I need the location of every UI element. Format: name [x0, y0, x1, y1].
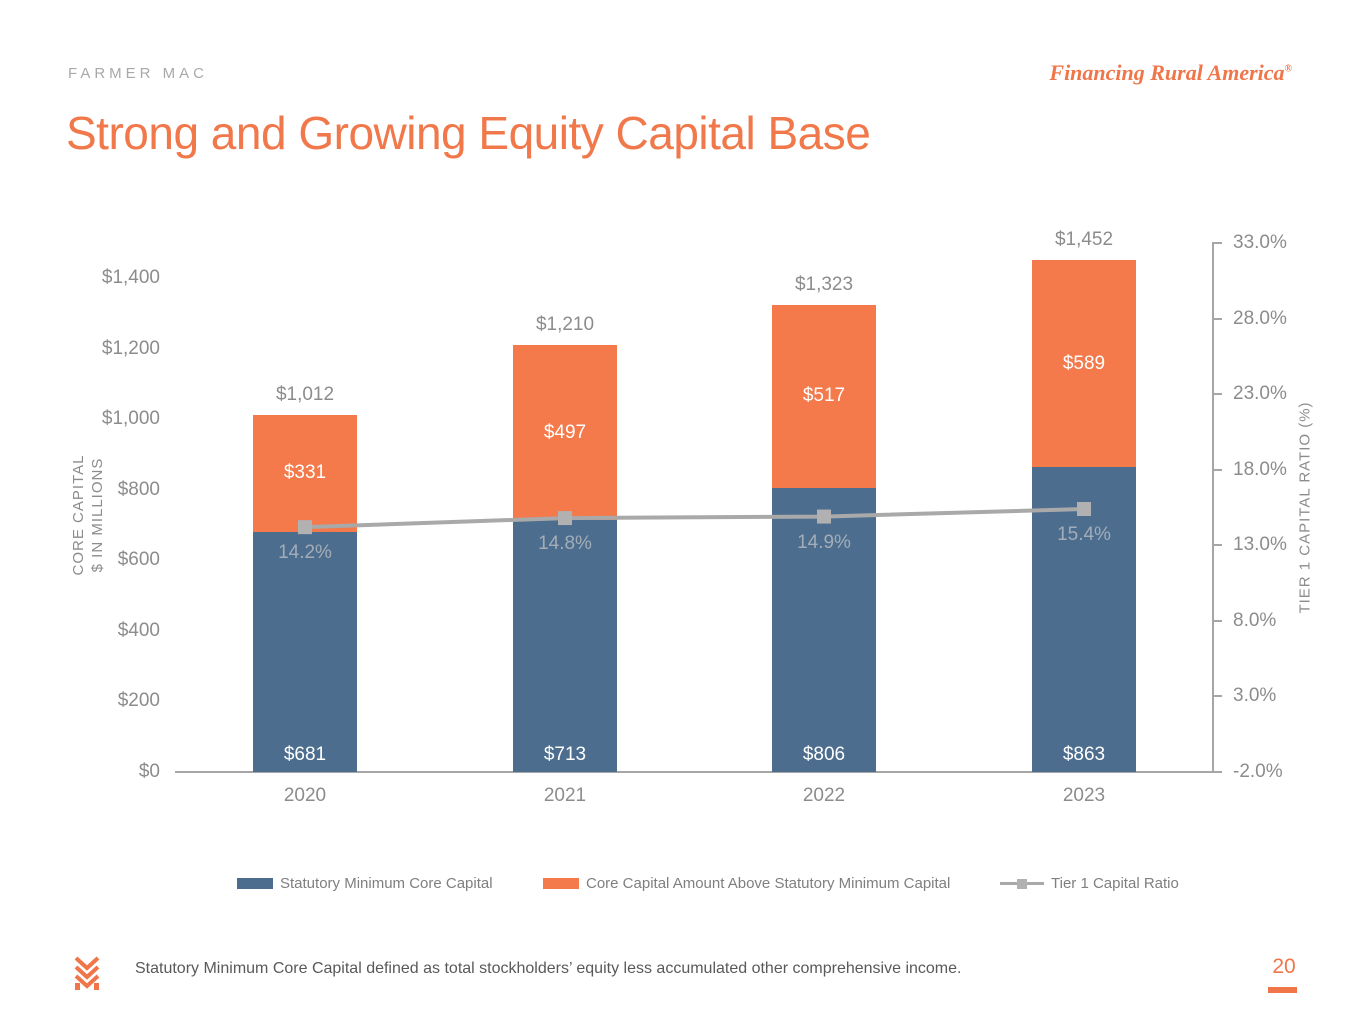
- page-title: Strong and Growing Equity Capital Base: [66, 107, 871, 159]
- right-axis-tick: [1212, 393, 1222, 396]
- right-axis-title: TIER 1 CAPITAL RATIO (%): [1296, 401, 1314, 614]
- registered-mark: ®: [1284, 63, 1292, 75]
- page-number-underline: [1268, 987, 1297, 993]
- ratio-value-label: 14.2%: [278, 542, 332, 564]
- left-axis-tick-label: $400: [117, 619, 160, 641]
- left-axis-tick-label: $0: [138, 761, 160, 782]
- bar-segment-above-minimum: [772, 305, 876, 488]
- bar-segment-above-minimum: [513, 345, 617, 521]
- right-axis-line: [1212, 243, 1214, 773]
- right-axis-tick: [1212, 619, 1222, 622]
- left-axis-tick-label: $1,000: [101, 408, 160, 430]
- right-axis-tick-label: -2.0%: [1233, 761, 1283, 782]
- right-axis-tick: [1212, 771, 1222, 773]
- orange-segment-value-label: $331: [283, 462, 327, 484]
- right-axis-tick-label: 3.0%: [1233, 685, 1277, 707]
- right-axis-tick: [1212, 544, 1222, 547]
- blue-swatch-icon: [237, 877, 273, 889]
- bar-segment-above-minimum: [1032, 259, 1136, 468]
- orange-segment-value-label: $517: [802, 385, 846, 407]
- bar-segment-statutory-minimum: [772, 487, 876, 772]
- page-number: 20: [1272, 955, 1296, 978]
- farmer-mac-logo-icon: [74, 956, 100, 990]
- legend-square: [1017, 878, 1027, 889]
- right-axis-tick-label: 33.0%: [1233, 232, 1287, 253]
- total-value-label: $1,210: [535, 314, 595, 336]
- left-axis-tick-label: $600: [117, 549, 160, 571]
- legend-item: Tier 1 Capital Ratio: [1000, 872, 1179, 894]
- bar-segment-statutory-minimum: [253, 531, 357, 772]
- category-label: 2023: [1062, 785, 1106, 806]
- left-axis-title: CORE CAPITAL $ IN MILLIONS: [69, 365, 107, 665]
- legend-label: Statutory Minimum Core Capital: [280, 874, 493, 892]
- left-axis-tick-label: $200: [117, 690, 160, 712]
- blue-segment-value-label: $806: [802, 744, 846, 765]
- left-axis-tick-label: $1,400: [101, 267, 160, 288]
- blue-segment-value-label: $863: [1062, 744, 1106, 765]
- footnote: Statutory Minimum Core Capital defined a…: [135, 960, 962, 977]
- bar-segment-statutory-minimum: [1032, 467, 1136, 772]
- category-label: 2022: [802, 785, 846, 806]
- right-axis-tick-label: 28.0%: [1233, 307, 1287, 329]
- right-axis-tick-label: 13.0%: [1233, 534, 1287, 556]
- total-value-label: $1,012: [275, 383, 335, 405]
- right-axis-tick: [1212, 242, 1222, 244]
- legend-label: Tier 1 Capital Ratio: [1051, 874, 1179, 892]
- ratio-value-label: 14.9%: [797, 531, 851, 553]
- right-axis-tick-label: 23.0%: [1233, 383, 1287, 405]
- tagline: Financing Rural America®: [1049, 60, 1292, 86]
- blue-segment-value-label: $681: [283, 744, 327, 765]
- legend-item: Core Capital Amount Above Statutory Mini…: [543, 872, 950, 894]
- ratio-value-label: 15.4%: [1057, 524, 1111, 545]
- orange-segment-value-label: $497: [543, 421, 587, 443]
- tagline-text: Financing Rural America: [1049, 60, 1285, 85]
- legend-line-marker-icon: [1000, 878, 1044, 889]
- legend-item: Statutory Minimum Core Capital: [237, 872, 493, 894]
- bar-segment-statutory-minimum: [513, 520, 617, 772]
- right-axis-tick: [1212, 468, 1222, 471]
- left-axis-tick-label: $1,200: [101, 337, 160, 359]
- right-axis-tick: [1212, 317, 1222, 320]
- x-axis-line: [175, 771, 1213, 773]
- category-label: 2020: [283, 785, 327, 806]
- total-value-label: $1,323: [794, 274, 854, 296]
- left-axis-tick-label: $800: [117, 478, 160, 500]
- blue-segment-value-label: $713: [543, 744, 587, 765]
- right-axis-tick-label: 18.0%: [1233, 458, 1287, 480]
- category-label: 2021: [543, 785, 587, 806]
- ratio-value-label: 14.8%: [538, 533, 592, 555]
- orange-swatch-icon: [543, 877, 579, 889]
- brand-wordmark: FARMER MAC: [68, 65, 209, 82]
- legend-label: Core Capital Amount Above Statutory Mini…: [586, 874, 951, 892]
- left-axis-title-line: CORE CAPITAL: [70, 454, 87, 576]
- left-axis-title-line: $ IN MILLIONS: [89, 457, 106, 573]
- total-value-label: $1,452: [1054, 228, 1114, 250]
- right-axis-tick: [1212, 695, 1222, 698]
- orange-segment-value-label: $589: [1062, 352, 1106, 374]
- right-axis-tick-label: 8.0%: [1233, 609, 1277, 631]
